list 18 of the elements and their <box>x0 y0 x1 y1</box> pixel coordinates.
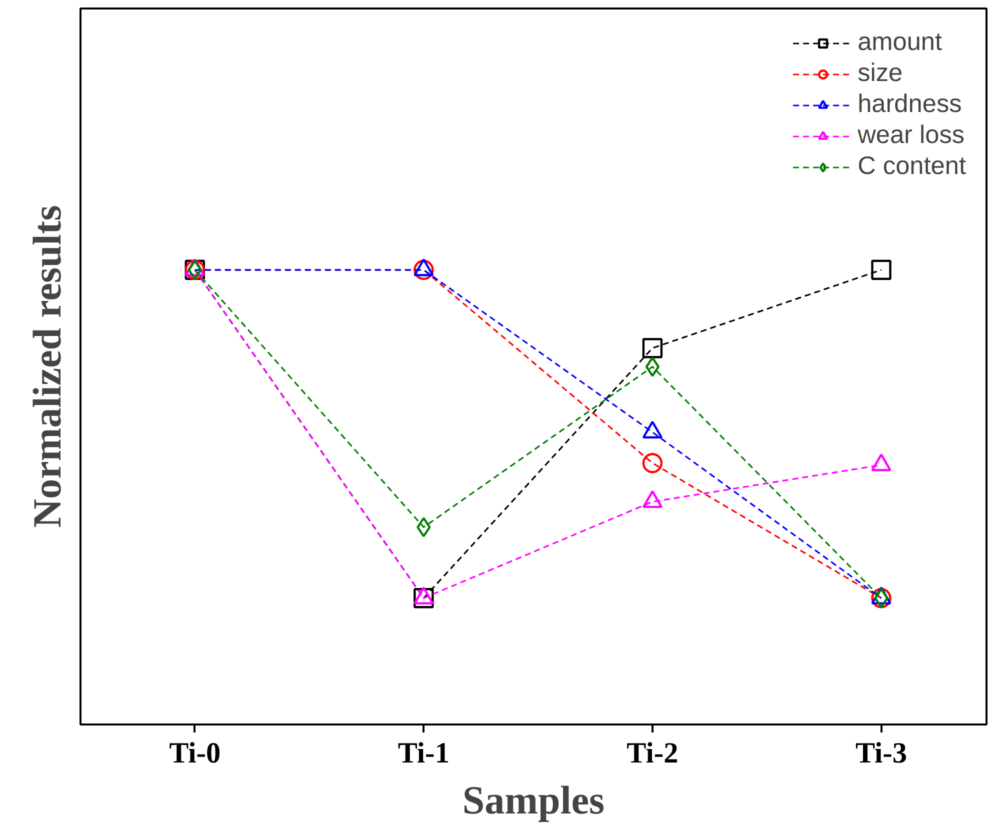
x-tick-label: Ti-3 <box>855 738 908 770</box>
x-tick-label: Ti-0 <box>169 738 221 770</box>
x-axis-title: Samples <box>462 778 605 822</box>
point <box>416 517 431 538</box>
legend-label: C content <box>858 152 966 181</box>
y-axis-title: Normalized results <box>24 205 70 528</box>
point <box>414 588 434 608</box>
legend-label: hardness <box>858 90 962 119</box>
legend-label: wear loss <box>858 121 965 150</box>
x-tick-label: Ti-2 <box>626 738 678 770</box>
legend-label: amount <box>858 28 942 57</box>
point <box>414 260 434 280</box>
legend-label: size <box>858 59 903 88</box>
point <box>871 260 892 280</box>
point <box>642 338 663 358</box>
point <box>645 356 660 377</box>
x-tick-label: Ti-1 <box>398 738 450 770</box>
point <box>642 453 663 474</box>
